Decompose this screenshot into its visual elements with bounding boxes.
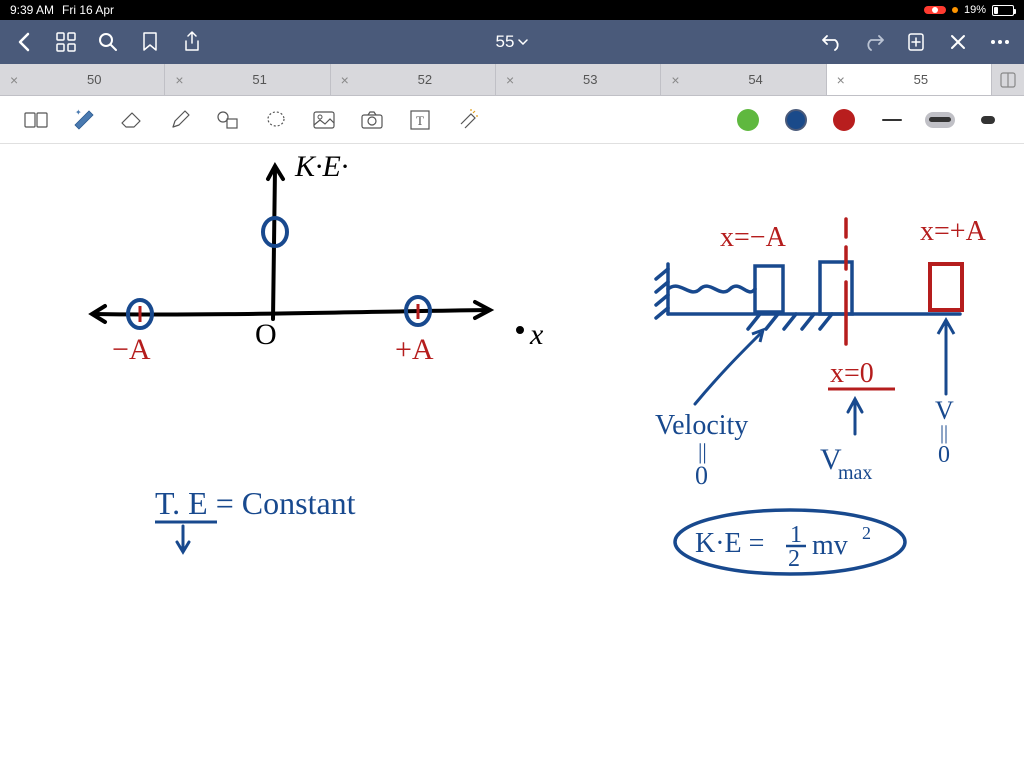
- camera-tool[interactable]: [352, 100, 392, 140]
- lasso-tool[interactable]: [256, 100, 296, 140]
- svg-text:max: max: [838, 462, 872, 484]
- laser-tool[interactable]: [448, 100, 488, 140]
- svg-text:x=0: x=0: [830, 358, 874, 389]
- tab-51[interactable]: ×51: [165, 64, 330, 95]
- location-dot: [952, 7, 958, 13]
- status-bar: 9:39 AM Fri 16 Apr 19%: [0, 0, 1024, 20]
- stroke-medium[interactable]: [920, 100, 960, 140]
- tab-close-icon[interactable]: ×: [341, 72, 349, 88]
- redo-icon[interactable]: [862, 30, 886, 54]
- add-page-icon[interactable]: [904, 30, 928, 54]
- svg-text:mv: mv: [812, 530, 848, 561]
- svg-text:✦: ✦: [75, 109, 82, 117]
- tab-close-icon[interactable]: ×: [837, 72, 845, 88]
- highlighter-tool[interactable]: [160, 100, 200, 140]
- svg-text:x=+A: x=+A: [920, 216, 987, 247]
- tab-54[interactable]: ×54: [661, 64, 826, 95]
- tab-close-icon[interactable]: ×: [10, 72, 18, 88]
- search-icon[interactable]: [96, 30, 120, 54]
- svg-text:+A: +A: [395, 333, 434, 366]
- svg-text:K·E·: K·E·: [294, 150, 348, 183]
- grid-icon[interactable]: [54, 30, 78, 54]
- svg-text:2: 2: [788, 546, 800, 572]
- share-icon[interactable]: [180, 30, 204, 54]
- toolbar: ✦ T: [0, 96, 1024, 144]
- tab-52[interactable]: ×52: [331, 64, 496, 95]
- tab-close-icon[interactable]: ×: [671, 72, 679, 88]
- svg-text:2: 2: [862, 523, 871, 543]
- tab-close-icon[interactable]: ×: [506, 72, 514, 88]
- tab-close-icon[interactable]: ×: [175, 72, 183, 88]
- svg-text:0: 0: [938, 442, 950, 468]
- undo-icon[interactable]: [820, 30, 844, 54]
- svg-text:x=−A: x=−A: [720, 222, 787, 253]
- nav-title[interactable]: 55: [222, 32, 802, 52]
- drawing-content: K·E· O x −A +A T. E = Constant: [0, 144, 1024, 768]
- image-tool[interactable]: [304, 100, 344, 140]
- canvas[interactable]: K·E· O x −A +A T. E = Constant: [0, 144, 1024, 768]
- battery-icon: [992, 5, 1014, 16]
- tabs-overview-icon[interactable]: [992, 64, 1024, 95]
- svg-text:0: 0: [695, 461, 708, 490]
- tab-55[interactable]: ×55: [827, 64, 992, 95]
- bookmark-icon[interactable]: [138, 30, 162, 54]
- stroke-thick[interactable]: [968, 100, 1008, 140]
- text-tool[interactable]: T: [400, 100, 440, 140]
- read-mode-tool[interactable]: [16, 100, 56, 140]
- close-icon[interactable]: [946, 30, 970, 54]
- svg-text:x: x: [529, 318, 544, 351]
- nav-bar: 55: [0, 20, 1024, 64]
- stroke-thin[interactable]: [872, 100, 912, 140]
- svg-text:K·E =: K·E =: [695, 528, 764, 559]
- color-green[interactable]: [728, 100, 768, 140]
- tab-50[interactable]: ×50: [0, 64, 165, 95]
- status-date: Fri 16 Apr: [62, 3, 114, 17]
- svg-text:V: V: [935, 396, 954, 425]
- eraser-tool[interactable]: [112, 100, 152, 140]
- svg-text:O: O: [255, 318, 277, 351]
- shapes-tool[interactable]: [208, 100, 248, 140]
- svg-text:1: 1: [790, 522, 802, 548]
- svg-text:||: ||: [940, 422, 948, 444]
- status-time: 9:39 AM: [10, 3, 54, 17]
- more-icon[interactable]: [988, 30, 1012, 54]
- battery-pct: 19%: [964, 4, 986, 16]
- back-button[interactable]: [12, 30, 36, 54]
- tabs-bar: ×50 ×51 ×52 ×53 ×54 ×55: [0, 64, 1024, 96]
- color-red[interactable]: [824, 100, 864, 140]
- color-blue[interactable]: [776, 100, 816, 140]
- recording-indicator: [924, 6, 946, 14]
- svg-text:T: T: [416, 113, 424, 128]
- svg-text:−A: −A: [112, 333, 151, 366]
- tab-53[interactable]: ×53: [496, 64, 661, 95]
- pen-tool[interactable]: ✦: [64, 100, 104, 140]
- svg-text:T. E = Constant: T. E = Constant: [155, 485, 356, 521]
- svg-text:Velocity: Velocity: [655, 410, 748, 441]
